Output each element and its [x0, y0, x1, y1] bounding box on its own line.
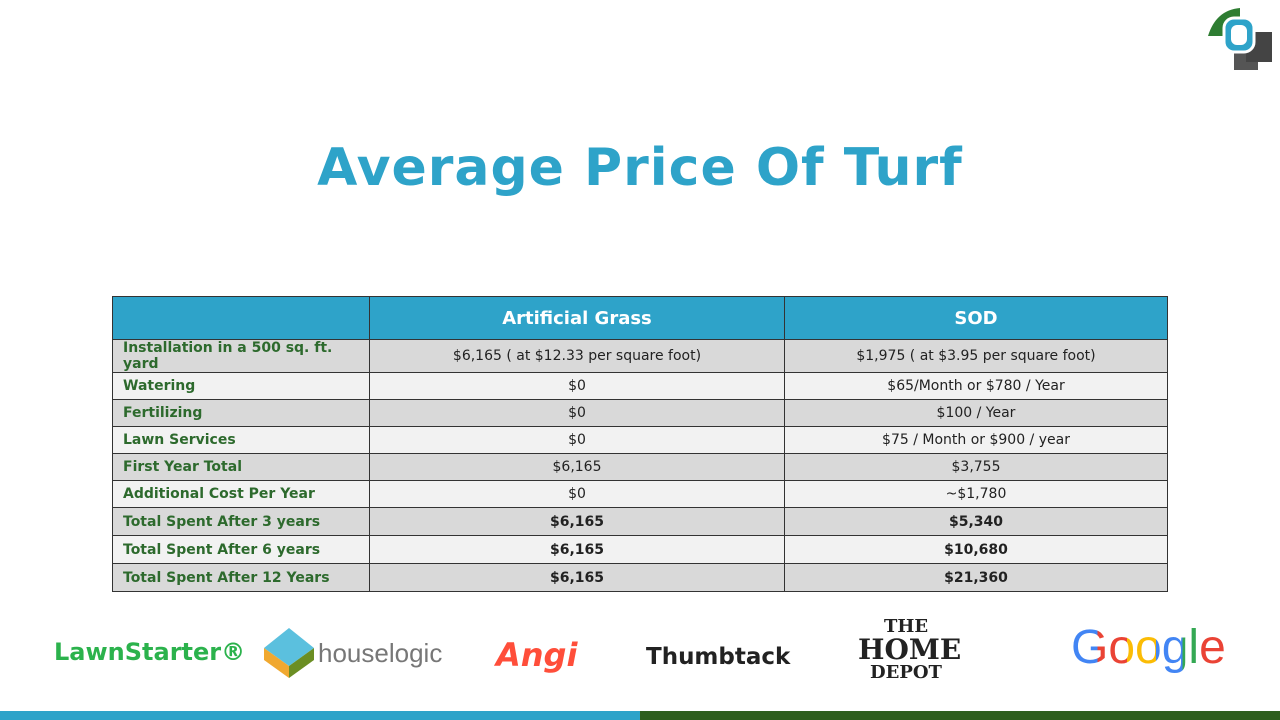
row-label: Additional Cost Per Year	[112, 480, 370, 508]
table-row: Total Spent After 6 years $6,165 $10,680	[112, 535, 1168, 564]
header-cell: SOD	[784, 296, 1168, 340]
table-cell: $6,165	[369, 535, 785, 564]
houselogic-logo: houselogic	[318, 638, 443, 668]
table-cell: $3,755	[784, 453, 1168, 481]
table-cell: ~$1,780	[784, 480, 1168, 508]
table-cell: $0	[369, 426, 785, 454]
table-row: Fertilizing $0 $100 / Year	[112, 399, 1168, 427]
logo-line: DEPOT	[870, 662, 942, 683]
google-logo: Google	[1071, 621, 1226, 674]
table-row: Lawn Services $0 $75 / Month or $900 / yea…	[112, 426, 1168, 454]
row-label: First Year Total	[112, 453, 370, 481]
table-cell: $6,165	[369, 563, 785, 592]
table-cell: $65/Month or $780 / Year	[784, 372, 1168, 400]
row-label: Lawn Services	[112, 426, 370, 454]
table-cell: $10,680	[784, 535, 1168, 564]
table-row: Watering $0 $65/Month or $780 / Year	[112, 372, 1168, 400]
table-row: First Year Total $6,165 $3,755	[112, 453, 1168, 481]
row-label: Fertilizing	[112, 399, 370, 427]
footer-bar-green	[640, 711, 1280, 720]
row-label: Total Spent After 6 years	[112, 535, 370, 564]
table-cell: $1,975 ( at $3.95 per square foot)	[784, 339, 1168, 373]
table-cell: $6,165 ( at $12.33 per square foot)	[369, 339, 785, 373]
logo-line: HOME	[858, 633, 962, 666]
company-logo	[1208, 8, 1272, 70]
price-table: Artificial Grass SOD Installation in a 50…	[112, 296, 1168, 592]
table-cell: $0	[369, 372, 785, 400]
header-row: Artificial Grass SOD	[112, 296, 1168, 340]
table-cell: $0	[369, 399, 785, 427]
table-cell: $100 / Year	[784, 399, 1168, 427]
table-cell: $6,165	[369, 453, 785, 481]
table-cell: $5,340	[784, 507, 1168, 536]
table-cell: $6,165	[369, 507, 785, 536]
footer-bar-blue	[0, 711, 640, 720]
row-label: Total Spent After 12 Years	[112, 563, 370, 592]
header-cell: Artificial Grass	[369, 296, 785, 340]
table-row: Total Spent After 12 Years $6,165 $21,360	[112, 563, 1168, 592]
thumbtack-logo: Thumbtack	[646, 644, 791, 670]
angi-logo: Angi	[496, 636, 578, 674]
header-cell	[112, 296, 370, 340]
row-label: Watering	[112, 372, 370, 400]
table-row: Installation in a 500 sq. ft. yard $6,165…	[112, 339, 1168, 373]
table-cell: $21,360	[784, 563, 1168, 592]
lawnstarter-logo: LawnStarter®	[54, 638, 246, 666]
houselogic-icon	[264, 628, 314, 678]
table-row: Total Spent After 3 years $6,165 $5,340	[112, 507, 1168, 536]
table-cell: $75 / Month or $900 / year	[784, 426, 1168, 454]
logo-line: THE	[883, 616, 929, 637]
row-label: Installation in a 500 sq. ft. yard	[112, 339, 370, 373]
home-depot-logo: THE HOME DEPOT	[858, 616, 962, 683]
row-label: Total Spent After 3 years	[112, 507, 370, 536]
slide-title: Average Price Of Turf	[317, 138, 963, 198]
table-cell: $0	[369, 480, 785, 508]
table-row: Additional Cost Per Year $0 ~$1,780	[112, 480, 1168, 508]
